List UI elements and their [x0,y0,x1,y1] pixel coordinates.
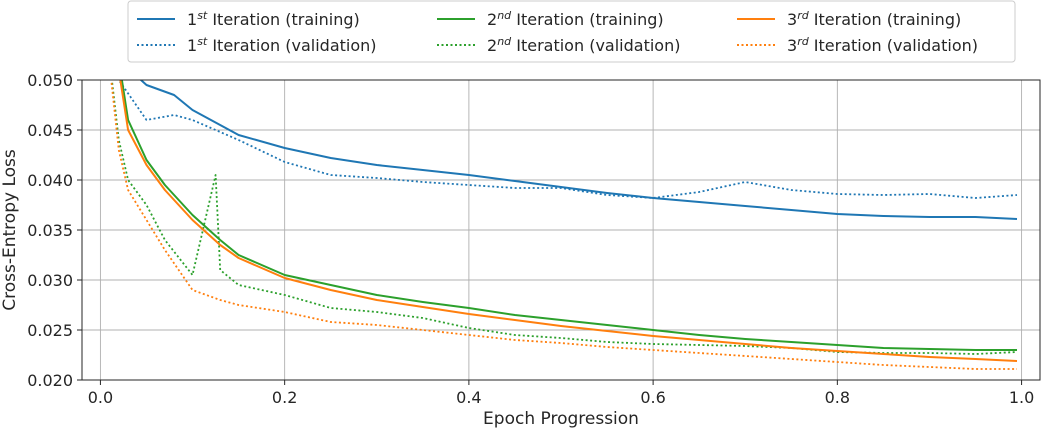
series-line-1 [139,80,1018,220]
y-axis-label: Cross-Entropy Loss [0,149,20,311]
legend-entry: 2nd Iteration (training) [437,9,664,29]
legend: 1st Iteration (training) 1st Iteration (v… [127,0,1016,63]
series-lines [110,80,1018,370]
x-axis-label: Epoch Progression [483,409,639,429]
y-tick-label: 0.020 [27,371,73,390]
legend-label: 3rd Iteration (training) [787,9,961,29]
legend-label: 2nd Iteration (validation) [487,35,680,55]
axis-ticks: 0.0 0.2 0.4 0.6 0.8 1.0 0.020 0.025 0.030 0.035 0.… [27,71,1034,407]
series-line-2 [117,80,1018,199]
legend-entry: 2nd Iteration (validation) [437,35,680,55]
legend-entry: 3rd Iteration (training) [737,9,961,29]
y-tick-label: 0.030 [27,271,73,290]
legend-label: 1st Iteration (training) [187,9,360,29]
series-line-5 [119,80,1018,362]
grid [82,79,1040,381]
series-line-6 [110,80,1017,370]
legend-label: 3rd Iteration (validation) [787,35,978,55]
legend-entry: 1st Iteration (training) [137,9,360,29]
y-tick-label: 0.035 [27,221,73,240]
y-tick-label: 0.045 [27,121,73,140]
y-tick-label: 0.050 [27,71,73,90]
legend-label: 2nd Iteration (training) [487,9,664,29]
x-tick-label: 1.0 [1009,388,1034,407]
legend-entry: 3rd Iteration (validation) [737,35,978,55]
x-tick-label: 0.2 [272,388,297,407]
legend-box [127,0,1016,63]
legend-label: 1st Iteration (validation) [187,35,377,55]
x-tick-label: 0.0 [88,388,113,407]
legend-entry: 1st Iteration (validation) [137,35,377,55]
x-tick-label: 0.8 [825,388,850,407]
series-line-3 [120,80,1017,351]
x-tick-label: 0.4 [456,388,481,407]
y-tick-label: 0.040 [27,171,73,190]
x-tick-label: 0.6 [640,388,665,407]
y-tick-label: 0.025 [27,321,73,340]
